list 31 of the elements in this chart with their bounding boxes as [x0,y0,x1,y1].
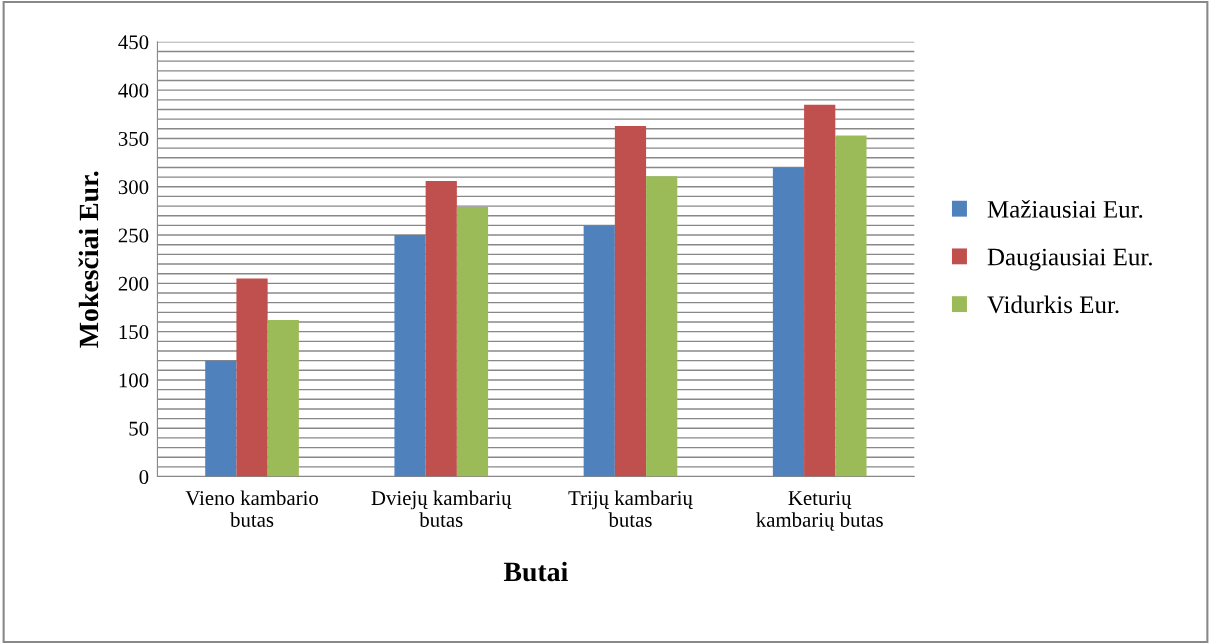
y-axis-title: Mokesčiai Eur. [78,171,99,348]
y-tick-label: 250 [118,228,149,243]
x-tick-label: Trijų kambarių butas [568,490,693,527]
bar [804,104,836,477]
bar [772,167,805,477]
bar [835,135,867,477]
bar [456,207,489,477]
x-tick-label: Keturių kambarių butas [756,491,883,531]
y-tick-label: 100 [119,373,149,388]
y-tick-label: 400 [118,83,149,98]
x-tick-label: Vieno kambario butas [185,490,319,527]
y-tick-label: 0 [139,469,149,484]
bar [236,278,268,477]
bar [267,320,299,477]
legend-label: Vidurkis Eur. [987,295,1119,314]
y-tick-label: 450 [118,35,149,50]
bar [583,225,615,477]
bar [205,360,237,477]
bar [646,176,678,477]
bar [394,235,426,477]
y-tick-label: 200 [118,276,149,291]
y-tick-label: 50 [129,421,149,436]
bar [425,180,457,477]
bar [614,125,647,477]
y-tick-label: 350 [118,131,149,146]
legend-label: Mažiausiai Eur. [987,200,1143,218]
x-axis-title: Butai [503,561,568,582]
y-tick-label: 300 [118,180,149,195]
y-tick-label: 150 [119,325,149,340]
legend-label: Daugiausiai Eur. [987,248,1152,271]
x-tick-label: Dviejų kambarių butas [371,490,512,527]
